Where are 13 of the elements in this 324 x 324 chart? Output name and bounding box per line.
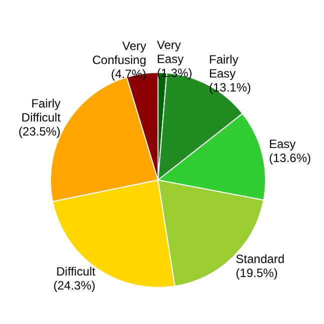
slice-label: Fairly Easy <box>209 52 238 80</box>
slice-label: Very Easy <box>156 38 184 66</box>
slice-label: Fairly Difficult <box>21 96 62 125</box>
data-label: (24.3%) <box>53 278 96 292</box>
slice-label: Easy <box>268 136 296 151</box>
slice-label: Very Confusing <box>92 39 146 68</box>
slice-label: Difficult <box>56 264 96 278</box>
data-label: (19.5%) <box>236 266 278 280</box>
data-label: (13.6%) <box>268 150 312 165</box>
data-label: (4.7%) <box>110 67 146 82</box>
data-label: (13.1%) <box>209 80 252 94</box>
slice-label: Standard <box>236 252 284 266</box>
data-label: (23.5%) <box>18 124 61 139</box>
